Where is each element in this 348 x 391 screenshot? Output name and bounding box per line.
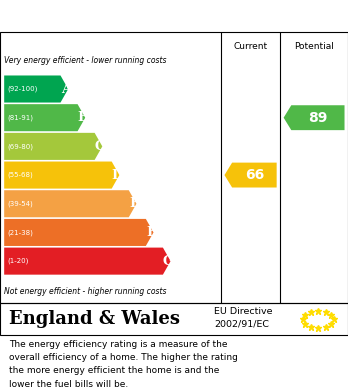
Text: D: D	[111, 169, 123, 181]
Polygon shape	[4, 190, 136, 217]
Text: EU Directive
2002/91/EC: EU Directive 2002/91/EC	[214, 307, 272, 328]
Text: F: F	[147, 226, 156, 239]
Text: Very energy efficient - lower running costs: Very energy efficient - lower running co…	[4, 56, 167, 65]
Text: The energy efficiency rating is a measure of the
overall efficiency of a home. T: The energy efficiency rating is a measur…	[9, 340, 238, 389]
Text: Current: Current	[234, 43, 268, 52]
Polygon shape	[4, 219, 153, 246]
Text: C: C	[95, 140, 105, 153]
Text: 66: 66	[245, 168, 264, 182]
Text: England & Wales: England & Wales	[9, 310, 180, 328]
Polygon shape	[284, 105, 345, 130]
Text: 89: 89	[308, 111, 327, 125]
Polygon shape	[4, 133, 102, 160]
Text: (81-91): (81-91)	[7, 115, 33, 121]
Polygon shape	[4, 161, 119, 188]
Polygon shape	[224, 163, 277, 188]
Polygon shape	[4, 75, 68, 102]
Text: (39-54): (39-54)	[7, 201, 33, 207]
Text: E: E	[129, 197, 139, 210]
Text: Not energy efficient - higher running costs: Not energy efficient - higher running co…	[4, 287, 167, 296]
Text: (92-100): (92-100)	[7, 86, 37, 92]
Text: A: A	[61, 83, 71, 95]
Polygon shape	[4, 248, 171, 274]
Text: (69-80): (69-80)	[7, 143, 33, 150]
Text: G: G	[163, 255, 174, 267]
Text: Energy Efficiency Rating: Energy Efficiency Rating	[9, 9, 219, 23]
Text: (21-38): (21-38)	[7, 229, 33, 236]
Text: Potential: Potential	[294, 43, 334, 52]
Text: B: B	[77, 111, 89, 124]
Polygon shape	[4, 104, 85, 131]
Text: (1-20): (1-20)	[7, 258, 28, 264]
Text: (55-68): (55-68)	[7, 172, 33, 178]
